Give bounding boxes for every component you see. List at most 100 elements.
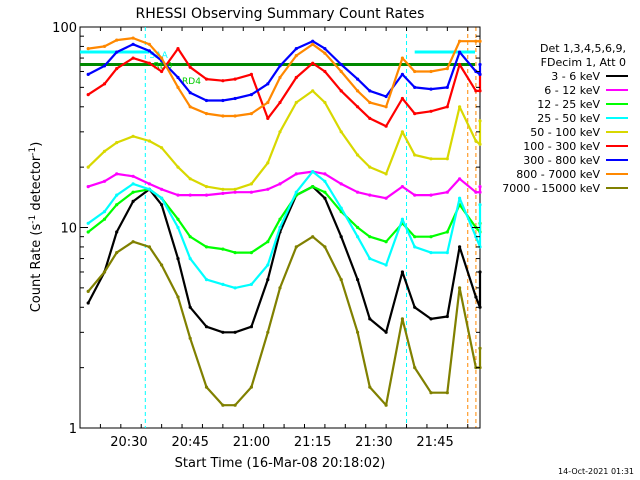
series-point [278,182,282,186]
series-point [131,56,135,60]
series-point [249,112,253,116]
series-point [323,69,327,74]
legend-label: 6 - 12 keV [544,84,600,97]
series-point [339,235,343,239]
series-point [266,330,270,334]
series-point [249,93,253,97]
series-point [115,193,119,197]
series-point [147,182,151,186]
series-point [478,190,482,194]
series-point [188,257,192,261]
series-point [474,235,478,239]
series-point [102,270,107,274]
series-point [266,278,270,282]
series-point [115,172,119,176]
series-point [368,100,372,105]
series-line [87,89,482,191]
series-point [160,146,164,150]
series-point [323,100,327,105]
series-point [147,42,151,46]
series-point [400,96,404,101]
series-point [474,139,478,143]
axes: 1 10 100 20:30 20:45 21:00 21:15 21:30 21:45 [52,21,480,450]
series-point [188,235,192,239]
series-point [311,39,315,43]
series-point [429,109,433,113]
series-point [249,182,253,186]
series-point [278,64,282,68]
series-point [429,391,433,395]
series-point [86,301,90,305]
series-point [176,217,180,221]
series-point [86,93,90,97]
series-point [323,196,327,200]
series-point [188,177,192,181]
series-point [131,190,135,194]
series-point [445,391,449,395]
series-point [160,56,164,60]
series-line [88,37,480,118]
series-point [249,385,253,389]
series-point [478,39,482,43]
series-point [400,270,404,274]
series-point [294,100,298,105]
series-point [311,61,315,65]
y-tick-label: 10 [60,222,77,237]
series-point [221,191,225,195]
series-point [356,153,360,157]
series-point [339,278,343,282]
series-point [204,185,209,189]
series-point [445,157,449,161]
series-point [356,235,360,239]
series-line [87,170,482,200]
series-point [311,185,315,189]
series-point [400,130,404,134]
series-point [478,142,482,146]
series-point [445,67,449,71]
series-point [188,305,192,309]
series-point [368,235,372,239]
series-point [176,85,180,89]
series-line [87,170,482,289]
series-point [478,185,482,189]
series-point [356,190,360,194]
series-point [384,196,388,200]
series-point [368,89,372,93]
series-point [356,225,360,230]
series-point [102,217,107,221]
series-point [474,39,478,43]
series-point [249,190,253,194]
series-point [221,114,225,118]
series-point [400,317,404,321]
series-point [429,69,433,74]
series-point [278,225,282,230]
series-group [86,36,482,407]
ylabel-mid: detector [29,155,44,215]
series-point [233,330,237,334]
legend-label: 50 - 100 keV [530,126,600,139]
series-point [160,187,164,191]
series-point [86,72,90,76]
x-tick-label: 21:15 [294,435,331,450]
series-point [115,230,119,234]
series-line [87,235,482,407]
series-point [478,62,482,67]
series-point [400,56,404,60]
series-point [384,240,388,244]
legend-label: 7000 - 15000 keV [502,182,600,195]
series-point [356,77,360,81]
y-tick-label: 1 [69,422,77,437]
series-point [266,82,270,86]
x-tick-label: 20:30 [110,435,147,450]
ylabel-end: ) [29,142,44,147]
series-point [147,61,151,65]
series-point [249,251,253,255]
series-point [413,193,417,197]
series-point [204,77,209,81]
series-point [445,105,449,109]
series-point [323,172,327,176]
series-point [115,203,119,207]
series-point [278,100,282,105]
series-point [339,130,343,134]
